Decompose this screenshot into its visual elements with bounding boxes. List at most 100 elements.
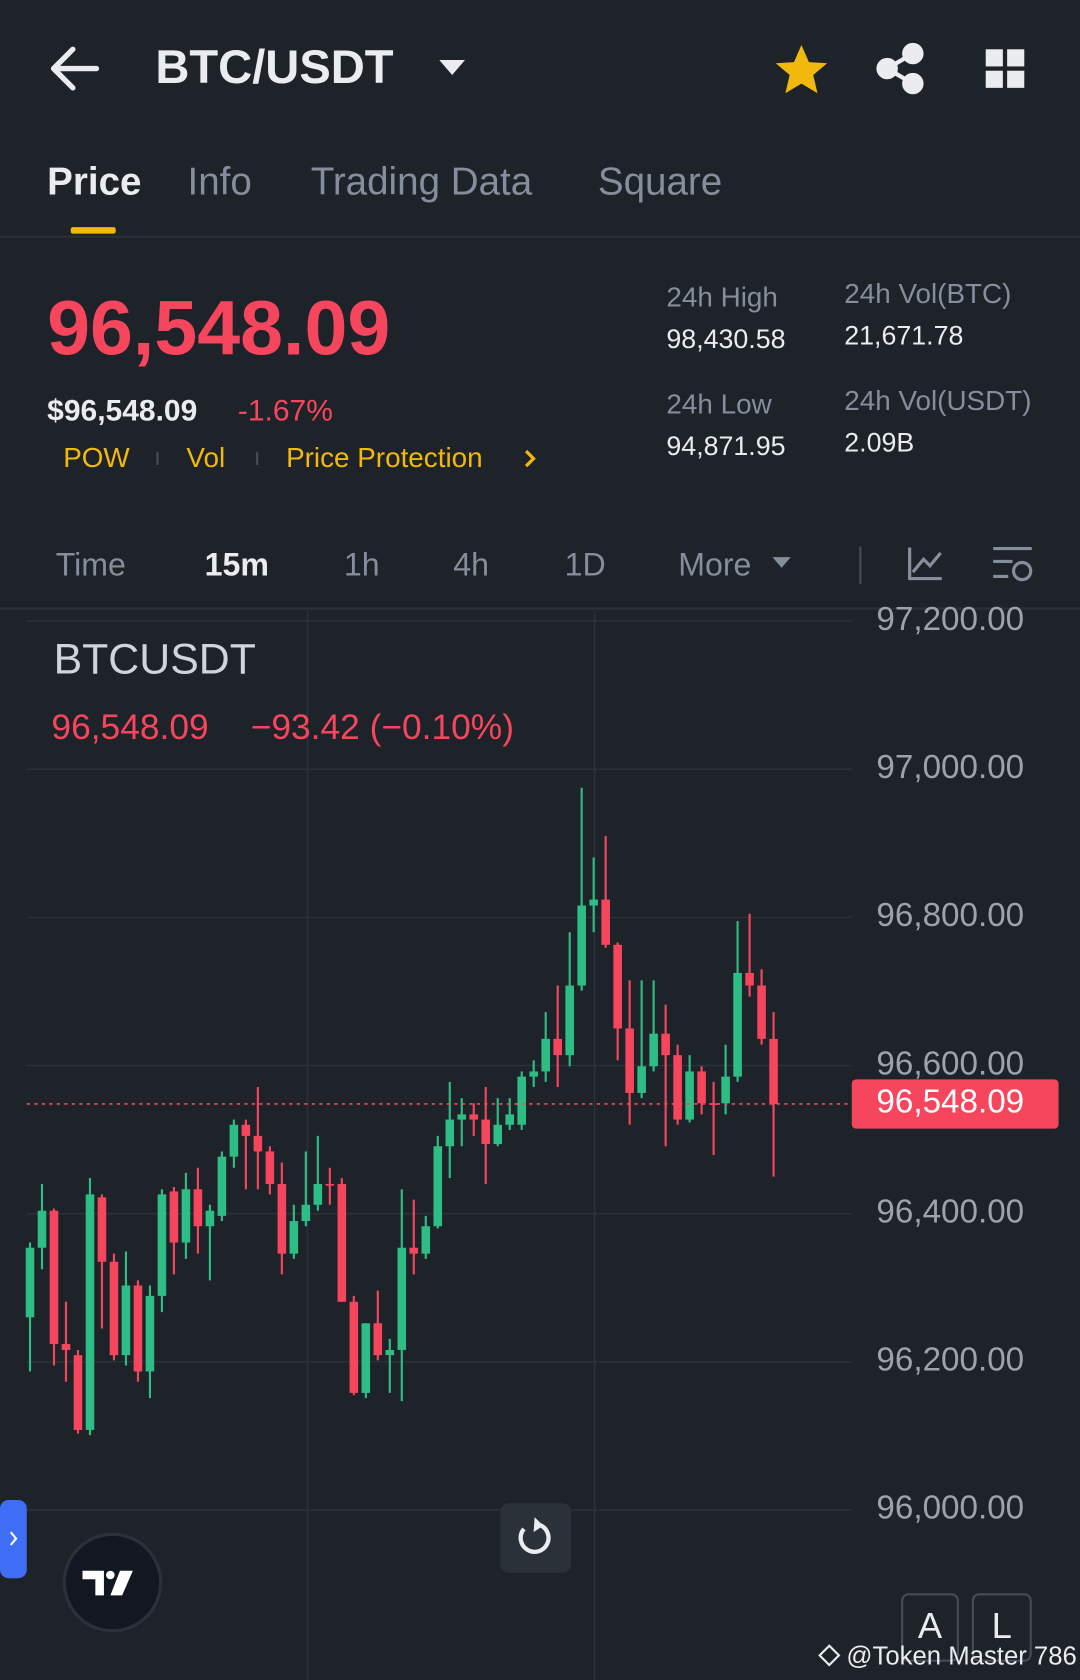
candle-body bbox=[169, 1191, 179, 1243]
y-tick-label: 96,200.00 bbox=[876, 1342, 1024, 1379]
candle-body bbox=[565, 985, 574, 1056]
tab[interactable]: Info bbox=[188, 160, 252, 203]
candle-body bbox=[589, 899, 598, 906]
y-tick-label: 96,800.00 bbox=[876, 897, 1024, 934]
candle-body bbox=[745, 972, 754, 986]
candle-body bbox=[625, 1028, 634, 1093]
candle-body bbox=[673, 1055, 682, 1120]
candle-body bbox=[229, 1124, 239, 1157]
stat-value: 94,871.95 bbox=[666, 431, 785, 461]
candle-body bbox=[385, 1349, 395, 1356]
last-price: 96,548.09 bbox=[47, 286, 390, 372]
candle-body bbox=[181, 1189, 191, 1243]
y-tick-label: 97,000.00 bbox=[876, 749, 1024, 786]
indicator-button[interactable] bbox=[908, 547, 942, 581]
candle-body bbox=[769, 1038, 778, 1104]
stat-label: 24h High bbox=[666, 281, 777, 312]
candle-body bbox=[481, 1119, 491, 1145]
candle-body bbox=[241, 1124, 251, 1136]
candle-body bbox=[733, 972, 742, 1077]
candle-body bbox=[421, 1226, 431, 1254]
more-caret bbox=[772, 557, 791, 568]
candle-body bbox=[121, 1285, 131, 1356]
interval[interactable]: 4h bbox=[453, 546, 489, 582]
usd-price: $96,548.09 bbox=[47, 394, 197, 427]
tag[interactable]: Vol bbox=[186, 442, 225, 473]
candle-body bbox=[373, 1323, 383, 1356]
y-tick-label: 97,200.00 bbox=[876, 601, 1024, 638]
interval[interactable]: 1D bbox=[565, 546, 606, 582]
settings-button[interactable] bbox=[993, 546, 1033, 582]
stat-value: 21,671.78 bbox=[844, 321, 963, 351]
side-panel-chevron bbox=[9, 1531, 18, 1546]
candle-body bbox=[133, 1285, 143, 1372]
chart-title: BTCUSDT bbox=[54, 635, 256, 683]
side-panel-tab[interactable] bbox=[0, 1500, 27, 1579]
candle-body bbox=[661, 1033, 670, 1056]
toggle[interactable]: L bbox=[992, 1605, 1012, 1646]
candle-body bbox=[709, 1103, 718, 1105]
candle-body bbox=[553, 1038, 562, 1056]
favorite-star[interactable] bbox=[775, 45, 828, 94]
candle-body bbox=[541, 1038, 550, 1072]
share-button[interactable] bbox=[876, 42, 924, 95]
tag[interactable]: POW bbox=[63, 442, 130, 473]
last-price-badge bbox=[851, 1079, 1059, 1129]
candle-body bbox=[613, 944, 622, 1029]
interval[interactable]: Time bbox=[56, 546, 126, 582]
candle-body bbox=[97, 1197, 107, 1262]
candle-body bbox=[577, 905, 586, 986]
interval[interactable]: 15m bbox=[205, 546, 269, 582]
candle-body bbox=[517, 1076, 527, 1125]
candle-body bbox=[193, 1189, 203, 1227]
candle-body bbox=[337, 1184, 347, 1302]
toggle[interactable]: A bbox=[918, 1605, 943, 1646]
grid-menu[interactable] bbox=[985, 49, 1025, 88]
stat-label: 24h Low bbox=[666, 388, 772, 419]
candle-body bbox=[49, 1210, 59, 1345]
tradingview-logo[interactable] bbox=[62, 1532, 163, 1633]
candle-body bbox=[289, 1221, 299, 1254]
tag[interactable]: Price Protection bbox=[286, 442, 483, 473]
candle-body bbox=[217, 1156, 227, 1216]
candle-chart bbox=[25, 610, 852, 1680]
candle-body bbox=[649, 1033, 658, 1067]
candle-body bbox=[469, 1114, 479, 1120]
candle-body bbox=[409, 1247, 419, 1254]
stat-label: 24h Vol(BTC) bbox=[844, 278, 1011, 309]
toggle-box[interactable] bbox=[971, 1593, 1032, 1662]
reset-button[interactable] bbox=[500, 1503, 572, 1573]
candle-body bbox=[301, 1204, 311, 1222]
candle-body bbox=[601, 899, 610, 945]
tab[interactable]: Square bbox=[598, 160, 722, 203]
tab-indicator bbox=[70, 227, 116, 234]
pair-caret[interactable] bbox=[439, 60, 465, 75]
y-tick-label: 96,000.00 bbox=[876, 1490, 1024, 1527]
candle-body bbox=[349, 1301, 359, 1393]
stat-label: 24h Vol(USDT) bbox=[844, 385, 1031, 416]
candle-body bbox=[493, 1124, 503, 1145]
tab[interactable]: Trading Data bbox=[311, 160, 533, 203]
candle-body bbox=[505, 1114, 515, 1125]
candle-body bbox=[685, 1071, 694, 1120]
toggle-box[interactable] bbox=[901, 1593, 959, 1662]
candle-body bbox=[205, 1210, 215, 1227]
candle-body bbox=[433, 1146, 443, 1227]
candle-body bbox=[445, 1119, 455, 1147]
candle-body bbox=[37, 1210, 47, 1248]
pair-title[interactable]: BTC/USDT bbox=[155, 40, 393, 93]
y-tick-label: 96,600.00 bbox=[876, 1045, 1024, 1082]
tab[interactable]: Price bbox=[47, 160, 141, 203]
back-button[interactable] bbox=[50, 46, 100, 91]
candle-body bbox=[697, 1071, 706, 1104]
candle-body bbox=[157, 1194, 167, 1296]
interval[interactable]: More bbox=[678, 546, 751, 582]
candle-body bbox=[277, 1184, 287, 1254]
candle-body bbox=[85, 1194, 95, 1430]
candle-body bbox=[109, 1261, 119, 1356]
interval[interactable]: 1h bbox=[344, 546, 380, 582]
price-change: -1.67% bbox=[238, 394, 333, 427]
legend-price: 96,548.09 bbox=[51, 708, 208, 747]
